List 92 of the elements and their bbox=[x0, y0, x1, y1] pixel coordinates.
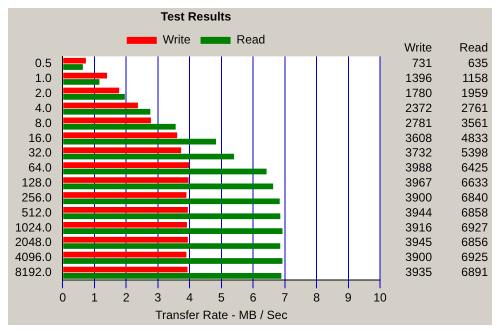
y-tick-label: 64.0 bbox=[28, 160, 52, 175]
text: 2372 bbox=[405, 100, 432, 115]
text: 1396 bbox=[405, 71, 432, 86]
bar bbox=[63, 147, 182, 154]
text: 3967 bbox=[405, 176, 432, 190]
bar bbox=[63, 58, 86, 64]
y-tick-label: 512.0 bbox=[22, 205, 52, 220]
bar bbox=[63, 252, 186, 258]
text: 6856 bbox=[461, 235, 488, 250]
bar bbox=[63, 258, 282, 264]
chart-title: Test Results bbox=[160, 10, 232, 24]
y-tick-label: 2.0 bbox=[35, 86, 52, 100]
text: 3900 bbox=[405, 250, 432, 264]
text: Read bbox=[459, 40, 488, 54]
x-tick-label: 1 bbox=[91, 290, 98, 305]
text: 2761 bbox=[461, 100, 488, 115]
bar bbox=[63, 72, 107, 78]
bar bbox=[63, 236, 188, 243]
text: 5398 bbox=[461, 146, 488, 160]
y-tick-label: 4.0 bbox=[35, 100, 52, 115]
bar bbox=[63, 79, 100, 85]
text: 3561 bbox=[461, 116, 488, 130]
bar bbox=[63, 184, 274, 190]
text: 3732 bbox=[405, 146, 432, 160]
text: 6425 bbox=[461, 160, 488, 175]
text: 3916 bbox=[405, 220, 432, 234]
bar bbox=[63, 88, 120, 94]
text: 6840 bbox=[461, 190, 488, 204]
bar bbox=[63, 138, 216, 144]
bar bbox=[63, 64, 83, 70]
y-tick-label: 8.0 bbox=[35, 116, 52, 130]
x-tick-label: 7 bbox=[281, 290, 288, 305]
bar bbox=[63, 213, 280, 220]
x-tick-label: 6 bbox=[250, 290, 257, 305]
bar bbox=[63, 177, 189, 183]
text: 1780 bbox=[405, 86, 432, 100]
bar bbox=[63, 192, 186, 198]
y-tick-label: 0.5 bbox=[35, 56, 52, 70]
text: 3944 bbox=[405, 205, 432, 220]
bar bbox=[63, 154, 234, 160]
x-tick-label: 0 bbox=[59, 290, 66, 305]
text: 635 bbox=[468, 56, 488, 70]
legend-label: Read bbox=[236, 32, 266, 47]
y-tick-label: 1.0 bbox=[35, 71, 52, 86]
x-axis-title: Transfer Rate - MB / Sec bbox=[155, 308, 288, 322]
bar bbox=[63, 266, 188, 272]
text: 1158 bbox=[462, 71, 488, 86]
bar bbox=[63, 94, 125, 100]
text: 6925 bbox=[461, 250, 488, 264]
bar bbox=[63, 124, 176, 130]
bar bbox=[63, 162, 190, 168]
text: 3945 bbox=[405, 235, 432, 250]
x-tick-label: 8 bbox=[313, 290, 320, 305]
bar bbox=[63, 102, 138, 108]
y-tick-label: 128.0 bbox=[22, 176, 52, 190]
bar bbox=[63, 118, 151, 124]
y-tick-label: 4096.0 bbox=[15, 250, 52, 264]
y-tick-label: 2048.0 bbox=[15, 235, 52, 250]
x-tick-label: 2 bbox=[122, 290, 130, 305]
bar bbox=[63, 243, 280, 249]
bar bbox=[63, 222, 187, 228]
bar bbox=[63, 108, 150, 115]
text: 6927 bbox=[461, 220, 488, 234]
bar bbox=[63, 132, 178, 138]
text: 731 bbox=[412, 56, 432, 70]
y-tick-label: 8192.0 bbox=[15, 265, 52, 280]
bar bbox=[63, 273, 282, 279]
x-tick-label: 9 bbox=[344, 290, 352, 305]
bar bbox=[63, 228, 282, 234]
bar bbox=[63, 168, 267, 174]
y-tick-label: 16.0 bbox=[28, 130, 52, 145]
y-tick-label: 256.0 bbox=[22, 190, 52, 204]
y-tick-label: 1024.0 bbox=[15, 220, 52, 234]
x-tick-label: 5 bbox=[218, 290, 226, 305]
text: 3935 bbox=[405, 265, 432, 280]
text: 6633 bbox=[461, 176, 488, 190]
y-tick-label: 32.0 bbox=[28, 146, 52, 160]
text: 1959 bbox=[461, 86, 488, 100]
text: 3900 bbox=[405, 190, 432, 204]
text: 6858 bbox=[461, 205, 488, 220]
text: Write bbox=[404, 40, 432, 54]
text: 6891 bbox=[461, 265, 488, 280]
x-tick-label: 3 bbox=[154, 290, 162, 305]
text: 3988 bbox=[405, 160, 432, 175]
text: 4833 bbox=[461, 130, 488, 145]
x-tick-label: 4 bbox=[186, 290, 194, 305]
bar bbox=[63, 198, 280, 204]
legend-label: Write bbox=[162, 32, 191, 47]
bar bbox=[63, 207, 188, 213]
text: 3608 bbox=[405, 130, 432, 145]
x-tick-label: 10 bbox=[373, 290, 387, 305]
text: 2781 bbox=[405, 116, 432, 130]
